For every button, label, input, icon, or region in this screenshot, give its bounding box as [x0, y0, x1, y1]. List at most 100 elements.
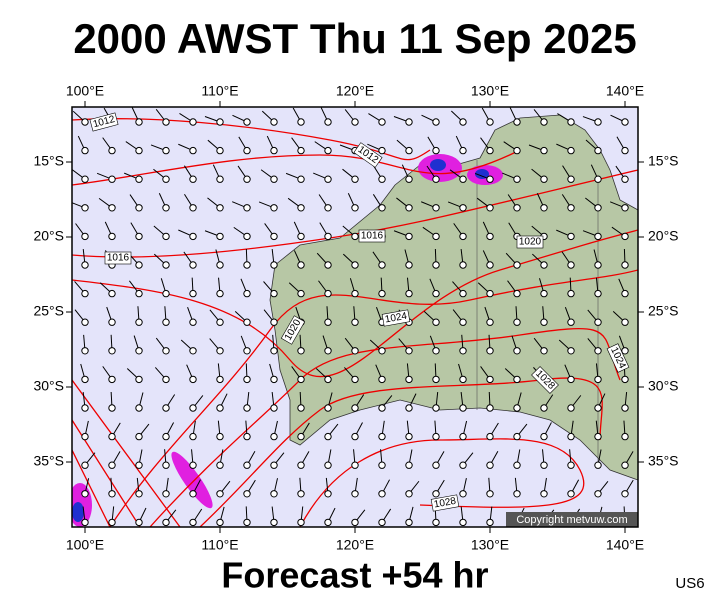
station [81, 118, 89, 126]
station [351, 261, 359, 269]
station [81, 318, 89, 326]
station [486, 175, 494, 183]
station [513, 490, 521, 498]
station [351, 490, 359, 498]
station [486, 461, 494, 469]
station [135, 118, 143, 126]
station [621, 118, 629, 126]
station [432, 404, 440, 412]
station [189, 289, 197, 298]
station [459, 490, 467, 498]
station [297, 118, 305, 126]
station [594, 175, 602, 183]
station [216, 518, 224, 527]
station [540, 461, 548, 469]
station [594, 146, 602, 155]
station [621, 204, 629, 212]
lat-label: 20°S [648, 228, 679, 244]
station [81, 461, 89, 469]
station [324, 432, 332, 441]
station [135, 375, 143, 384]
station [243, 404, 251, 412]
station [540, 146, 548, 155]
station [297, 375, 305, 384]
station [486, 318, 494, 326]
station [189, 404, 197, 412]
station [567, 490, 575, 498]
station [243, 347, 251, 355]
station [216, 118, 224, 126]
station [594, 432, 602, 441]
station [621, 432, 629, 441]
station [243, 289, 251, 298]
station [270, 146, 278, 155]
station [432, 490, 440, 498]
station [513, 461, 521, 469]
station [567, 404, 575, 412]
station [297, 146, 305, 155]
station [540, 261, 548, 269]
rain [475, 169, 489, 179]
station [621, 175, 629, 183]
lat-label: 30°S [33, 378, 64, 394]
rain [72, 502, 84, 522]
station [351, 232, 359, 241]
lon-label: 100°E [66, 537, 104, 553]
title: 2000 AWST Thu 11 Sep 2025 [73, 15, 636, 62]
station [216, 289, 224, 298]
station [108, 347, 116, 355]
lon-label: 140°E [606, 537, 644, 553]
station [216, 461, 224, 469]
model-code: US6 [675, 575, 704, 592]
station [216, 232, 224, 241]
station [108, 404, 116, 412]
station [459, 404, 467, 412]
station [432, 175, 440, 183]
station [243, 318, 251, 326]
station [594, 375, 602, 384]
station [324, 375, 332, 384]
station [486, 375, 494, 384]
station [405, 347, 413, 355]
lat-label: 15°S [648, 153, 679, 169]
station [378, 461, 386, 469]
station [135, 318, 143, 326]
station [297, 175, 305, 183]
station [432, 261, 440, 269]
isobar [299, 438, 585, 527]
station [621, 261, 629, 269]
station [486, 204, 494, 212]
station [216, 347, 224, 355]
lat-label: 20°S [33, 228, 64, 244]
lat-label: 35°S [648, 453, 679, 469]
station [108, 432, 116, 441]
station [378, 175, 386, 183]
station [324, 261, 332, 269]
rain [430, 159, 446, 171]
station [594, 204, 602, 212]
label-box [358, 229, 386, 243]
station [432, 518, 440, 527]
station [540, 347, 548, 355]
station [81, 232, 89, 241]
station [162, 118, 170, 126]
station [540, 404, 548, 412]
station [216, 146, 224, 155]
label-box [104, 251, 132, 265]
station [162, 347, 170, 355]
axis-ticks: 100°E 100°E 110°E 110°E 120°E 120°E 130°E 130°E… [33, 83, 678, 553]
station [270, 261, 278, 269]
station [135, 232, 143, 241]
station [324, 318, 332, 326]
station [189, 518, 197, 527]
station [459, 261, 467, 269]
station [162, 204, 170, 212]
station [108, 204, 116, 212]
station [378, 432, 386, 441]
station [324, 490, 332, 498]
station [594, 404, 602, 412]
lat-label: 25°S [33, 303, 64, 319]
station [108, 375, 116, 384]
station [432, 432, 440, 441]
